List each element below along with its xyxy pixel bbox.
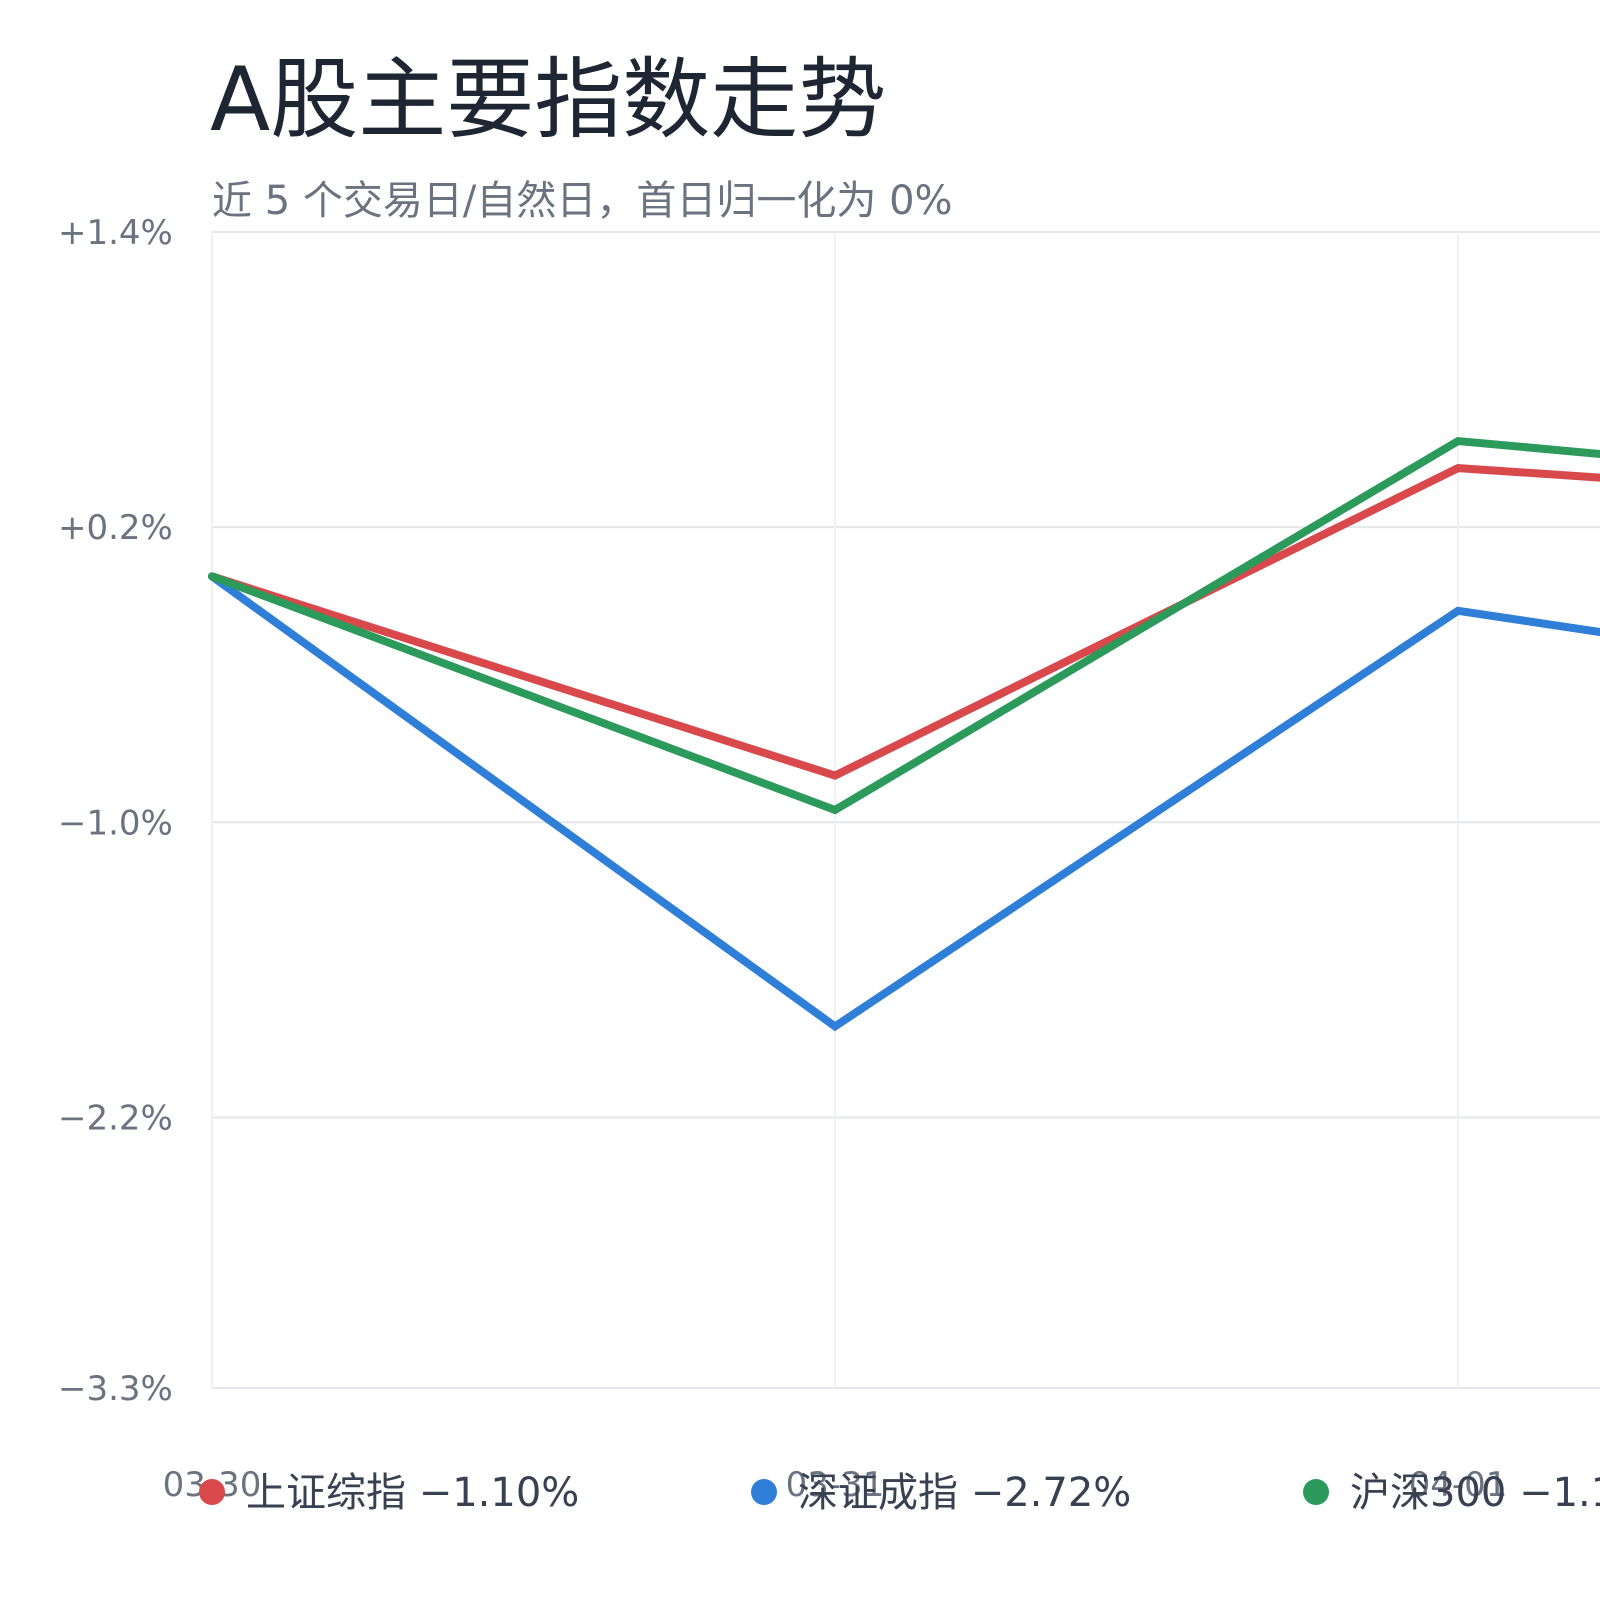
- series-line-2: [208, 436, 1600, 815]
- y-tick-label: +0.2%: [58, 508, 173, 548]
- y-axis-ticks: +1.4% +0.2% −1.0% −2.2% −3.3%: [58, 213, 173, 1409]
- legend-label: 上证综指 −1.10%: [246, 1470, 579, 1516]
- legend-label: 沪深300 −1.14%: [1350, 1470, 1600, 1516]
- legend: 上证综指 −1.10% 深证成指 −2.72% 沪深300 −1.14%: [199, 1470, 1600, 1516]
- legend-marker: [751, 1479, 777, 1505]
- y-tick-label: −2.2%: [58, 1098, 173, 1138]
- legend-series-change: −1.14%: [1519, 1470, 1600, 1516]
- chart-subtitle: 近 5 个交易日/自然日，首日归一化为 0%: [212, 178, 953, 224]
- series-line-1: [208, 572, 1600, 1032]
- legend-item[interactable]: 深证成指 −2.72%: [751, 1470, 1131, 1516]
- legend-series-change: −1.10%: [419, 1470, 580, 1516]
- legend-item[interactable]: 上证综指 −1.10%: [199, 1470, 579, 1516]
- y-tick-label: −1.0%: [58, 803, 173, 843]
- legend-marker: [199, 1479, 225, 1505]
- y-tick-label: −3.3%: [58, 1369, 173, 1409]
- chart-title: A股主要指数走势: [210, 48, 887, 151]
- legend-marker: [1303, 1479, 1329, 1505]
- legend-item[interactable]: 沪深300 −1.14%: [1303, 1470, 1600, 1516]
- x-tick-label: 04-01: [1409, 1465, 1508, 1505]
- legend-series-name: 上证综指: [246, 1470, 406, 1516]
- legend-label: 深证成指 −2.72%: [798, 1470, 1131, 1516]
- legend-series-name: 深证成指: [798, 1470, 958, 1516]
- y-tick-label: +1.4%: [58, 213, 173, 253]
- grid-layer: [211, 231, 1600, 1389]
- legend-series-name: 沪深300: [1350, 1470, 1506, 1516]
- x-tick-label: 03-31: [786, 1465, 885, 1505]
- series-layer: [208, 436, 1600, 1032]
- legend-series-change: −2.72%: [971, 1470, 1132, 1516]
